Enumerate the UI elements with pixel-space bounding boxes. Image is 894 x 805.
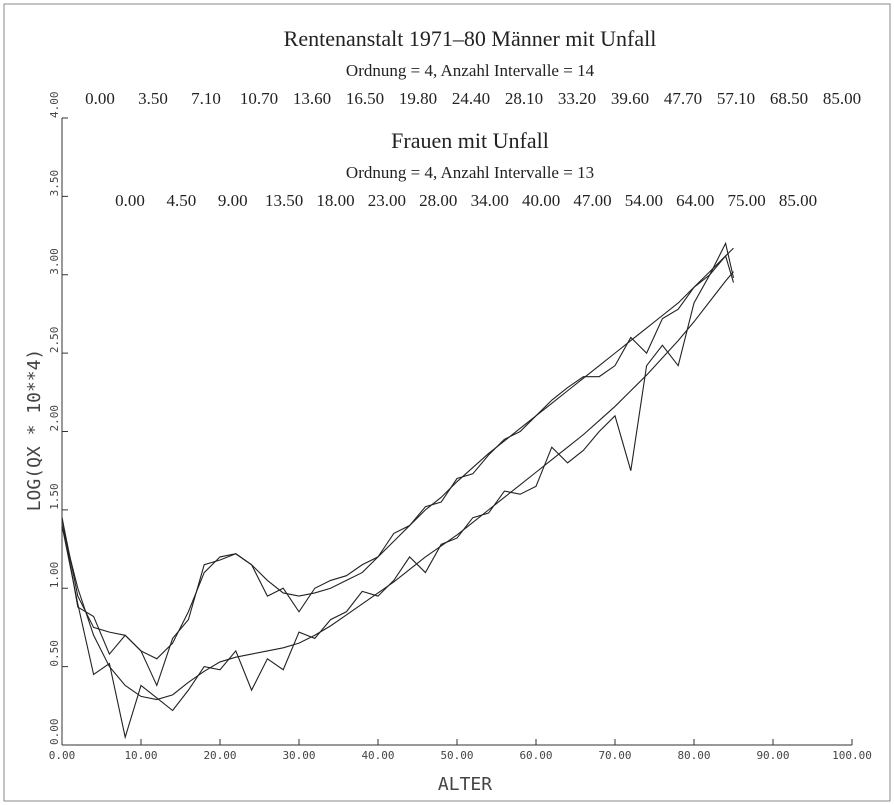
chart-subtitle: Ordnung = 4, Anzahl Intervalle = 14 (346, 61, 595, 80)
knot-label: 40.00 (522, 191, 560, 210)
y-tick-label: 3.50 (48, 170, 61, 197)
knot-label: 13.60 (293, 89, 331, 108)
y-tick-label: 3.00 (48, 248, 61, 275)
x-tick-label: 20.00 (203, 749, 236, 762)
x-tick-label: 0.00 (49, 749, 76, 762)
knot-label: 18.00 (316, 191, 354, 210)
x-tick-label: 50.00 (440, 749, 473, 762)
knot-label: 10.70 (240, 89, 278, 108)
knot-label: 85.00 (823, 89, 861, 108)
knot-label: 3.50 (138, 89, 168, 108)
x-tick-label: 60.00 (519, 749, 552, 762)
x-tick-label: 100.00 (832, 749, 872, 762)
x-tick-label: 80.00 (677, 749, 710, 762)
x-tick-label: 70.00 (598, 749, 631, 762)
chart-title: Rentenanstalt 1971–80 Männer mit Unfall (284, 26, 657, 51)
knot-label: 23.00 (368, 191, 406, 210)
knot-label: 85.00 (779, 191, 817, 210)
knot-label: 33.20 (558, 89, 596, 108)
knot-label: 24.40 (452, 89, 490, 108)
series-line (61, 241, 735, 687)
y-tick-label: 4.00 (48, 92, 61, 119)
knot-label: 13.50 (265, 191, 303, 210)
knot-label: 64.00 (676, 191, 714, 210)
frame (3, 3, 891, 802)
knot-label: 57.10 (717, 89, 755, 108)
knot-label: 28.10 (505, 89, 543, 108)
knot-label: 7.10 (191, 89, 221, 108)
knot-label: 28.00 (419, 191, 457, 210)
y-tick-label: 2.50 (48, 327, 61, 354)
knot-label: 0.00 (85, 89, 115, 108)
knot-label: 47.70 (664, 89, 702, 108)
knot-label: 16.50 (346, 89, 384, 108)
knot-label: 19.80 (399, 89, 437, 108)
y-tick-label: 0.00 (48, 719, 61, 746)
knot-label: 0.00 (115, 191, 145, 210)
chart-subtitle-2: Ordnung = 4, Anzahl Intervalle = 13 (346, 163, 594, 182)
knot-label: 39.60 (611, 89, 649, 108)
chart-title-2: Frauen mit Unfall (391, 128, 549, 153)
knot-label: 9.00 (218, 191, 248, 210)
y-axis-label: LOG(QX * 10**4) (24, 349, 45, 512)
series-line (61, 271, 734, 701)
series-line (61, 254, 735, 740)
y-tick-label: 1.50 (48, 483, 61, 510)
y-tick-label: 1.00 (48, 562, 61, 589)
x-tick-label: 10.00 (124, 749, 157, 762)
x-tick-label: 40.00 (361, 749, 394, 762)
x-tick-label: 90.00 (756, 749, 789, 762)
knot-label: 47.00 (573, 191, 611, 210)
x-tick-label: 30.00 (282, 749, 315, 762)
y-tick-label: 0.50 (48, 640, 61, 667)
knot-label: 54.00 (625, 191, 663, 210)
knot-label: 4.50 (167, 191, 197, 210)
knot-label: 68.50 (770, 89, 808, 108)
knot-label: 34.00 (471, 191, 509, 210)
knot-label: 75.00 (727, 191, 765, 210)
series-line (61, 247, 734, 660)
y-tick-label: 2.00 (48, 405, 61, 432)
x-axis-label: ALTER (438, 774, 492, 795)
